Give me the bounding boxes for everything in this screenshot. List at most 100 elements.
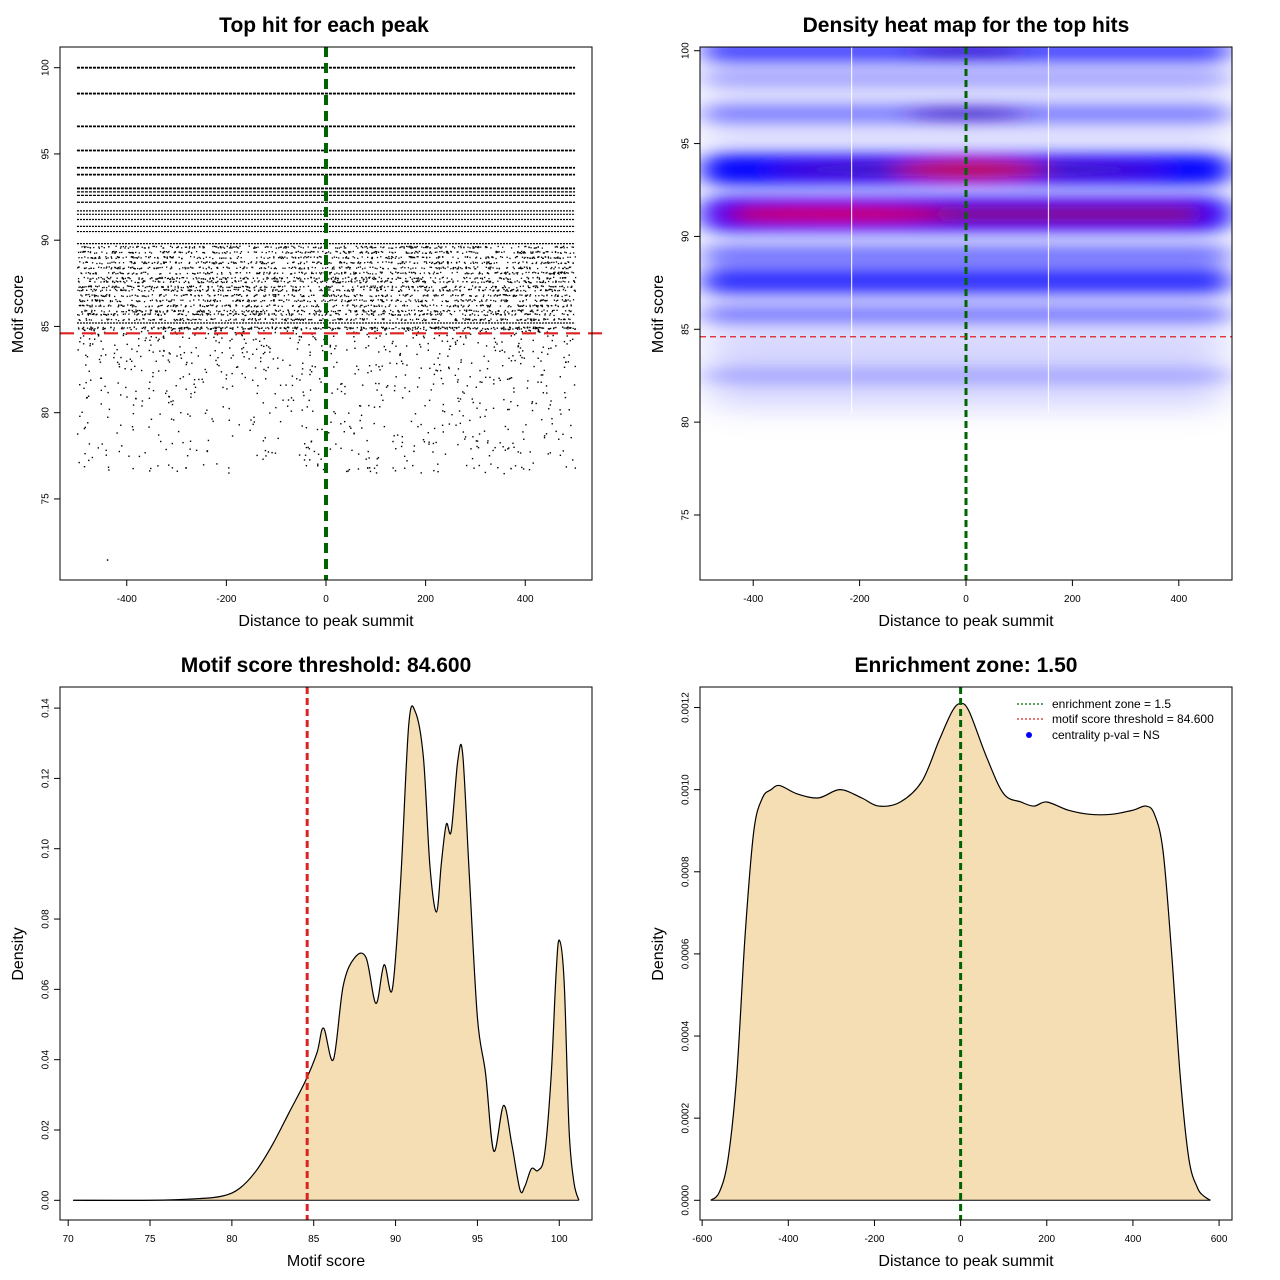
- data-point: [287, 252, 290, 254]
- data-point: [109, 299, 112, 302]
- data-point: [228, 319, 230, 321]
- data-point: [506, 256, 508, 258]
- heatmap-reference-lines: [700, 47, 1232, 580]
- data-point: [255, 348, 258, 350]
- x-tick-label: 400: [517, 594, 534, 605]
- data-point: [252, 339, 255, 341]
- data-point: [335, 304, 338, 307]
- data-point: [413, 277, 415, 279]
- data-point: [344, 326, 346, 328]
- data-point: [122, 289, 124, 292]
- data-point: [315, 272, 317, 274]
- data-point: [277, 293, 279, 296]
- data-point: [401, 246, 403, 248]
- data-point: [426, 257, 428, 259]
- data-point: [403, 327, 405, 329]
- data-point: [251, 281, 253, 284]
- data-point: [192, 285, 195, 287]
- data-point: [490, 299, 492, 302]
- data-point: [156, 278, 158, 280]
- data-point: [175, 261, 177, 263]
- data-point: [488, 306, 491, 308]
- data-point: [118, 363, 120, 365]
- data-point: [295, 333, 298, 335]
- data-point: [447, 252, 450, 254]
- data-point: [212, 277, 214, 280]
- data-point: [232, 311, 234, 313]
- data-point: [321, 300, 323, 302]
- data-point: [318, 277, 320, 279]
- data-point: [273, 300, 275, 302]
- data-point: [275, 252, 277, 254]
- data-point: [133, 267, 135, 269]
- data-point: [98, 247, 100, 249]
- data-point: [138, 344, 140, 347]
- data-point: [511, 314, 513, 316]
- data-point: [145, 256, 147, 258]
- data-point: [273, 304, 275, 306]
- data-point: [89, 251, 92, 253]
- data-point: [165, 448, 167, 451]
- data-point: [458, 246, 460, 248]
- data-point: [421, 246, 423, 248]
- data-point: [123, 280, 125, 283]
- data-point: [485, 314, 487, 317]
- data-point: [163, 262, 165, 264]
- data-point: [121, 304, 123, 306]
- data-point: [448, 367, 450, 370]
- data-point: [352, 288, 355, 291]
- data-point: [507, 294, 509, 297]
- data-point: [231, 295, 233, 297]
- data-point: [184, 246, 187, 248]
- data-point: [300, 278, 302, 280]
- data-point: [546, 331, 549, 333]
- data-point: [191, 272, 194, 275]
- data-point: [520, 362, 522, 365]
- data-point: [96, 286, 99, 288]
- data-point: [532, 277, 534, 279]
- data-point: [180, 299, 182, 301]
- data-point: [568, 327, 571, 329]
- data-point: [468, 299, 470, 301]
- data-point: [159, 311, 161, 313]
- data-point: [131, 304, 133, 306]
- data-point: [392, 327, 395, 330]
- data-point: [389, 309, 392, 312]
- data-point: [222, 289, 224, 291]
- data-point: [546, 304, 548, 306]
- data-point: [150, 287, 153, 289]
- data-point: [187, 413, 189, 415]
- data-point: [405, 261, 407, 263]
- data-point: [402, 281, 404, 284]
- data-point: [313, 277, 315, 279]
- data-point: [375, 295, 378, 297]
- data-point: [102, 326, 104, 329]
- data-point: [500, 314, 502, 316]
- data-point: [268, 294, 270, 296]
- data-point: [469, 376, 471, 378]
- data-point: [111, 286, 113, 288]
- data-point: [339, 267, 341, 269]
- data-point: [531, 252, 534, 254]
- data-point: [471, 457, 474, 460]
- data-point: [320, 247, 322, 249]
- data-point: [263, 295, 265, 297]
- data-point: [520, 277, 523, 279]
- data-point: [87, 246, 89, 248]
- data-point: [494, 294, 497, 296]
- data-point: [124, 368, 126, 370]
- x-tick-label: 0: [323, 594, 329, 605]
- data-point: [488, 309, 491, 311]
- data-point: [432, 290, 434, 292]
- data-point: [259, 261, 262, 263]
- data-point: [318, 261, 320, 263]
- data-point: [144, 328, 146, 330]
- data-point: [538, 330, 540, 332]
- data-point: [574, 467, 577, 469]
- data-point: [191, 247, 194, 249]
- data-point: [317, 463, 319, 465]
- data-point: [394, 314, 396, 316]
- data-point: [498, 294, 500, 296]
- data-point: [222, 266, 225, 269]
- data-point: [430, 266, 433, 269]
